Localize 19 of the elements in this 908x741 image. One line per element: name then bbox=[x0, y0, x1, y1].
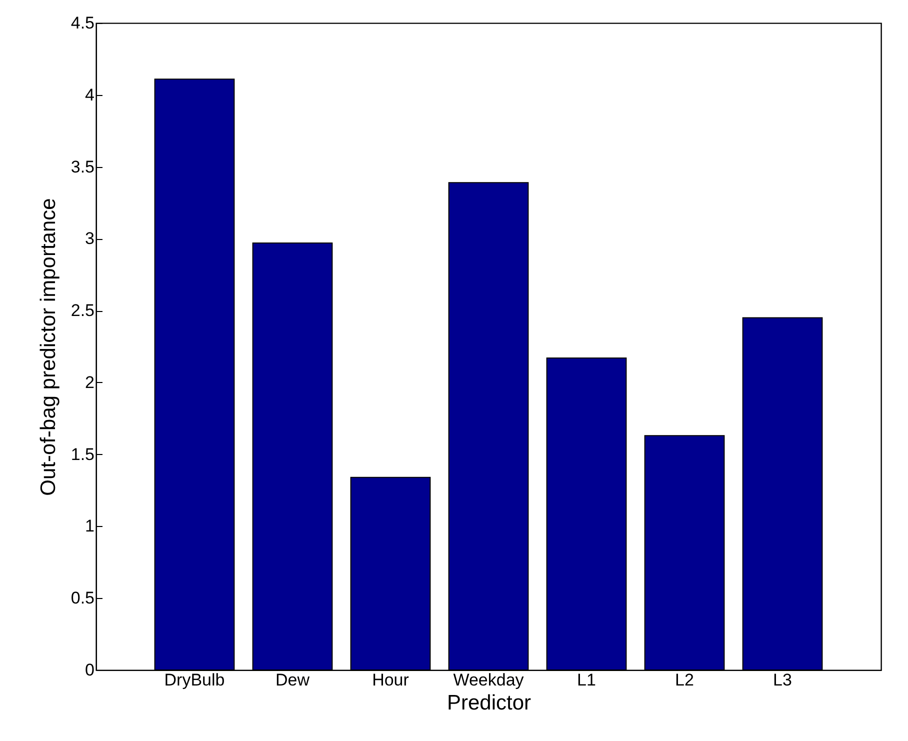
y-tick-label: 4 bbox=[85, 85, 94, 104]
y-tick-label: 4.5 bbox=[70, 14, 94, 32]
y-tick-label: 0 bbox=[85, 660, 94, 680]
y-tick-label: 3.5 bbox=[70, 157, 94, 176]
y-axis-title: Out-of-bag predictor importance bbox=[36, 198, 60, 496]
x-tick-label: DryBulb bbox=[164, 670, 225, 690]
y-tick-label: 1.5 bbox=[70, 444, 94, 464]
y-tick-label: 2.5 bbox=[70, 301, 94, 320]
x-tick-label: L2 bbox=[675, 670, 694, 690]
x-tick-label: L3 bbox=[773, 670, 792, 690]
x-tick-label: Hour bbox=[372, 670, 410, 690]
y-tick-label: 1 bbox=[85, 516, 94, 536]
x-tick-label: Dew bbox=[275, 670, 310, 690]
x-tick-label: Weekday bbox=[453, 670, 524, 690]
x-tick-label: L1 bbox=[577, 670, 596, 690]
y-tick-label: 2 bbox=[85, 372, 94, 392]
y-tick-label: 3 bbox=[85, 229, 94, 248]
y-tick-label: 0.5 bbox=[70, 588, 94, 608]
x-axis-title: Predictor bbox=[446, 692, 532, 714]
